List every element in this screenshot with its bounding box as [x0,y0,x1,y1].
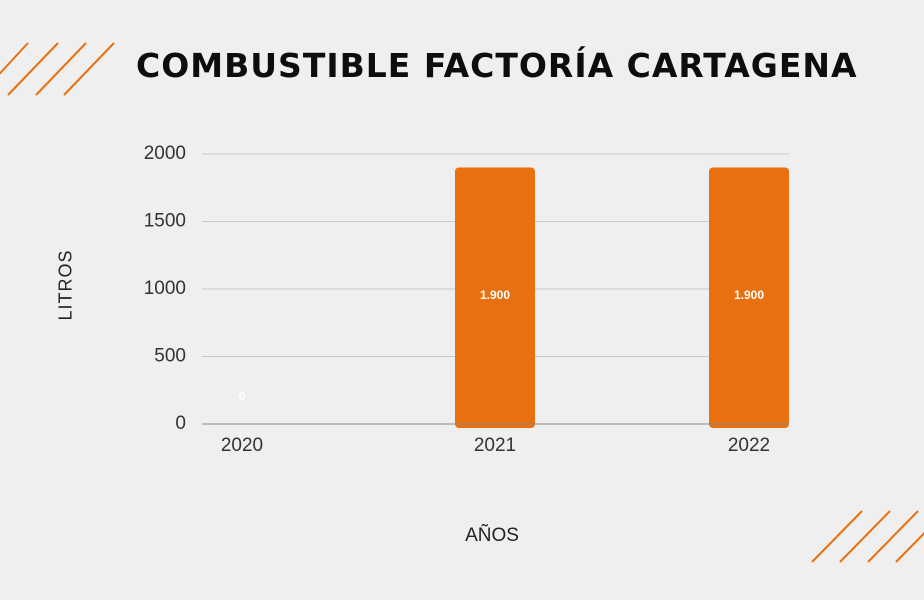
x-tick-label: 2020 [221,435,263,456]
decorative-stripes-bottom-right [811,510,924,563]
y-tick-label: 500 [154,346,186,367]
x-tick-label: 2021 [474,435,516,456]
x-axis-label: AÑOS [465,525,519,546]
bar [455,167,535,428]
y-axis-label: LITROS [55,249,76,321]
data-label: 1.900 [734,288,764,302]
data-label: 0 [239,389,246,403]
data-label: 1.900 [480,288,510,302]
chart-title: COMBUSTIBLE FACTORÍA CARTAGENA [136,46,858,85]
y-tick-label: 0 [175,413,186,434]
bar [709,167,789,428]
y-tick-label: 1000 [144,278,186,299]
y-tick-label: 1500 [144,211,186,232]
y-tick-label: 2000 [144,143,186,164]
decorative-stripes-top-left [0,42,115,96]
x-tick-label: 2022 [728,435,770,456]
